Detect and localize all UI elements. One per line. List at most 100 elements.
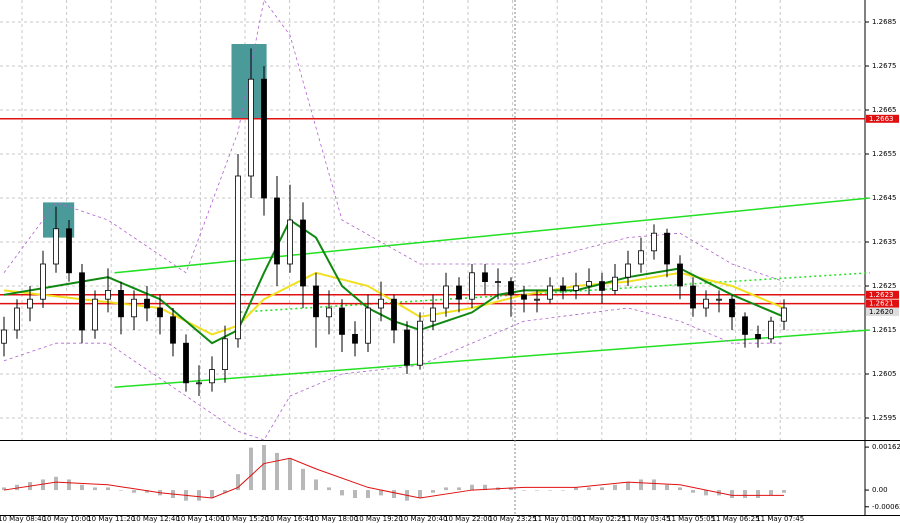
x-tick-label: 11 May 01:00 [533, 515, 581, 523]
trendline [235, 272, 870, 314]
osc-bar [652, 479, 656, 491]
candle-body [482, 272, 488, 282]
osc-bar [509, 487, 513, 491]
x-tick-label: 10 May 22:00 [444, 515, 492, 523]
y-tick-label: 1.2675 [872, 62, 897, 70]
candle-body [664, 232, 670, 265]
osc-bar [366, 490, 370, 499]
osc-tick-label: 0.00 [872, 486, 888, 494]
candle-body [144, 298, 150, 309]
y-tick-label: 1.2625 [872, 282, 897, 290]
candle-body [105, 289, 111, 300]
candle-body [79, 272, 85, 331]
osc-bar [223, 490, 227, 493]
y-tick-label: 1.2665 [872, 106, 897, 114]
candle-body [677, 263, 683, 287]
osc-bar [626, 482, 630, 491]
osc-bar [691, 490, 695, 493]
osc-bar [665, 484, 669, 491]
osc-bar [145, 490, 149, 493]
candle-body [339, 307, 345, 335]
candle-body [651, 232, 657, 252]
y-tick-label: 1.2645 [872, 194, 897, 202]
osc-signal [3, 457, 784, 499]
candle-body [404, 329, 410, 366]
osc-bar [54, 476, 58, 491]
level-label: 1.2621 [869, 300, 894, 308]
candle-body [703, 298, 709, 309]
osc-bar [67, 479, 71, 491]
candle-body [638, 250, 644, 265]
candle-body [742, 316, 748, 335]
osc-bar [41, 479, 45, 491]
osc-bar [2, 487, 6, 491]
level-label: 1.2663 [869, 115, 894, 123]
candle-body [287, 219, 293, 265]
candle-body [14, 307, 20, 331]
candle-body [53, 228, 59, 265]
osc-bar [288, 458, 292, 491]
candle-body [131, 298, 137, 318]
trendline [114, 329, 870, 388]
osc-bar [301, 468, 305, 491]
candle-body [222, 338, 228, 370]
x-tick-label: 11 May 03:45 [622, 515, 670, 523]
osc-bar [730, 490, 734, 499]
candle-body [196, 382, 202, 385]
y-tick-label: 1.2605 [872, 370, 897, 378]
x-tick-label: 10 May 14:00 [176, 515, 224, 523]
candle-body [456, 285, 462, 300]
candle-body [612, 276, 618, 291]
osc-bar [379, 490, 383, 496]
candle-body [261, 78, 267, 199]
candle-body [378, 298, 384, 309]
osc-bar [678, 487, 682, 491]
level-tag [866, 290, 899, 299]
candle-body [235, 175, 241, 340]
x-tick-label: 10 May 15:20 [221, 515, 269, 523]
candle-body [781, 307, 787, 322]
osc-bar [80, 484, 84, 491]
osc-bar [249, 447, 253, 491]
osc-bar [392, 490, 396, 499]
x-tick-label: 10 May 11:20 [87, 515, 135, 523]
osc-bar [639, 479, 643, 491]
x-tick-label: 11 May 05:05 [667, 515, 715, 523]
band-line [3, 307, 784, 441]
candle-body [534, 298, 540, 301]
osc-bar [587, 487, 591, 491]
candle-body [573, 285, 579, 291]
osc-bar [470, 484, 474, 491]
osc-bar [340, 490, 344, 496]
osc-bar [522, 490, 526, 491]
candle-body [274, 197, 280, 265]
osc-bar [548, 490, 552, 491]
osc-bar [743, 490, 747, 499]
y-tick-label: 1.2685 [872, 18, 897, 26]
candle-body [508, 281, 514, 296]
osc-bar [15, 484, 19, 491]
x-tick-label: 10 May 16:40 [266, 515, 314, 523]
candle-body [27, 298, 33, 309]
osc-bar [444, 487, 448, 491]
candle-body [66, 228, 72, 274]
candle-body [391, 298, 397, 331]
candle-body [40, 263, 46, 300]
candle-body [352, 333, 358, 344]
osc-bar [756, 490, 760, 499]
x-tick-label: 11 May 02:25 [578, 515, 626, 523]
osc-bar [561, 490, 565, 491]
y-tick-label: 1.2615 [872, 326, 897, 334]
candle-body [248, 78, 254, 177]
level-tag [866, 299, 899, 308]
candle-body [183, 342, 189, 384]
osc-bar [574, 487, 578, 491]
band-line [3, 0, 785, 282]
osc-bar [613, 484, 617, 491]
x-tick-label: 10 May 10:00 [43, 515, 91, 523]
candle-body [313, 285, 319, 318]
osc-bar [353, 490, 357, 499]
osc-bar [704, 490, 708, 496]
candle-body [547, 285, 553, 300]
